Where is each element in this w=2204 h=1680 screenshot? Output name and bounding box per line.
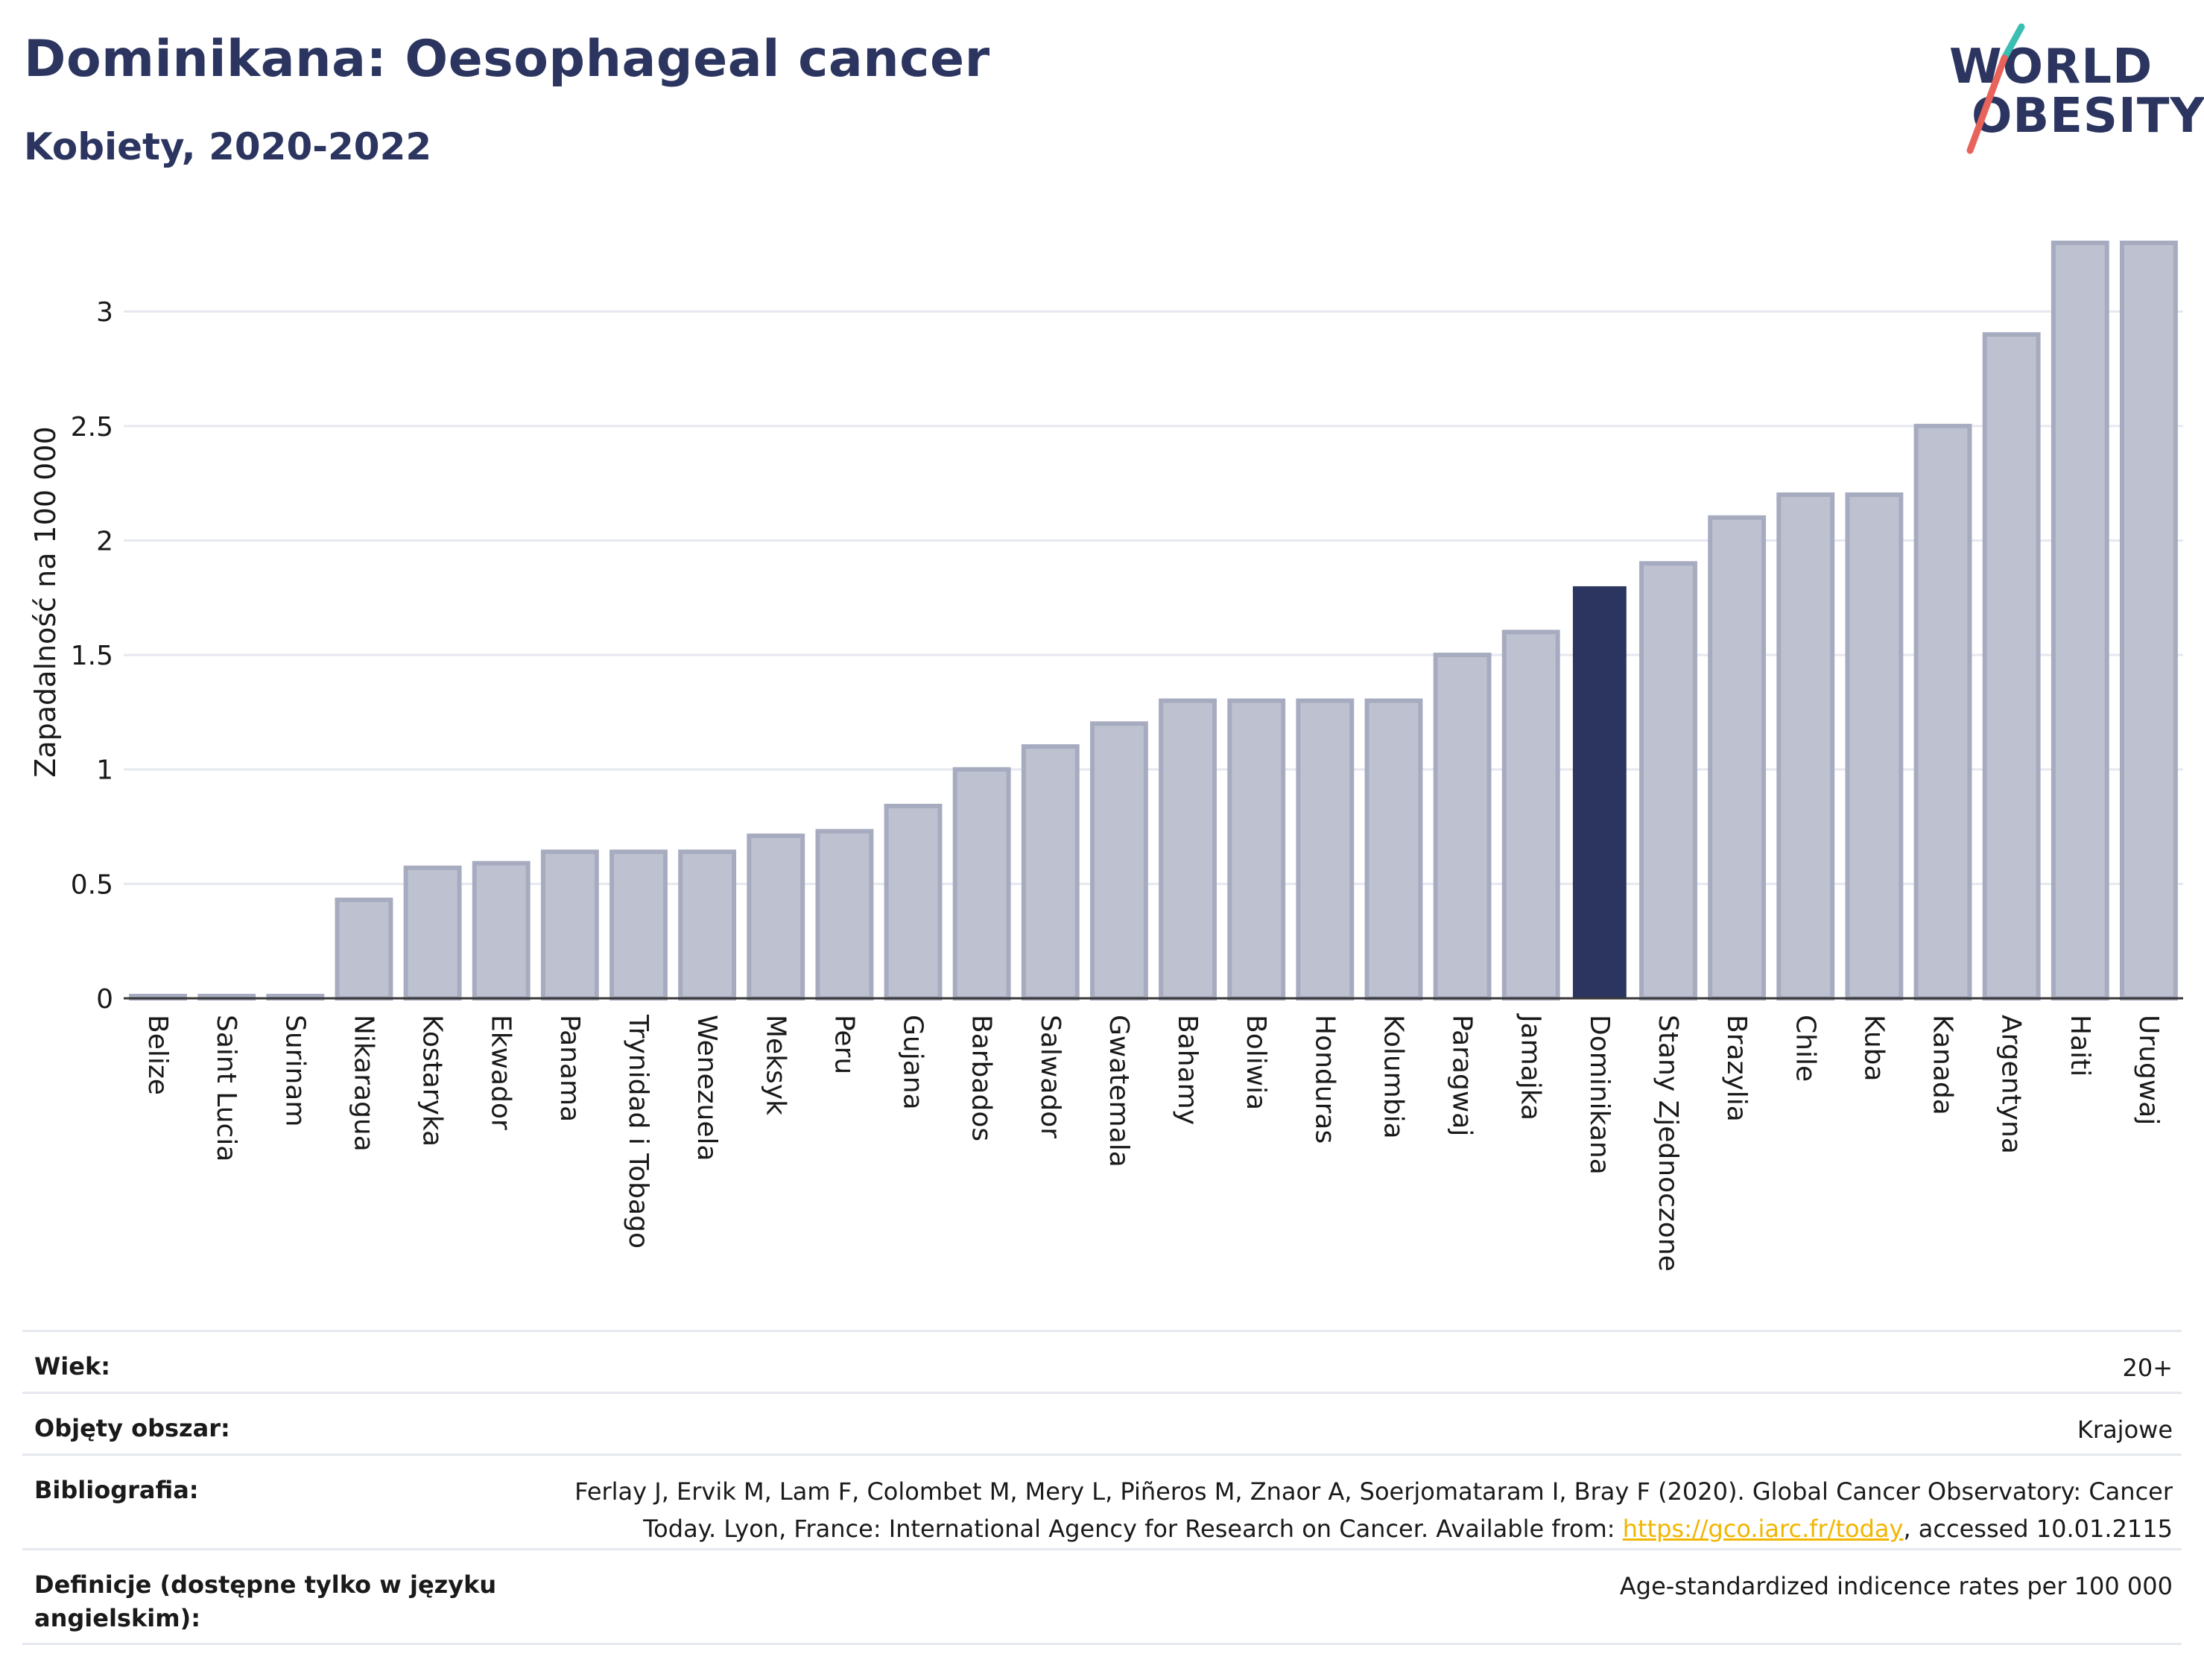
bar-boliwia [1227, 698, 1286, 1001]
bibliography-value: Ferlay J, Ervik M, Lam F, Colombet M, Me… [574, 1456, 2182, 1547]
bar-gwatemala [1090, 721, 1148, 1001]
bar-chile [1776, 492, 1835, 1001]
bar-peru [815, 828, 874, 1001]
y-tick-label: 1.5 [71, 641, 113, 671]
x-tick-label: Urugwaj [2133, 1015, 2164, 1125]
meta-row-bibliography: Bibliografia: Ferlay J, Ervik M, Lam F, … [22, 1454, 2182, 1548]
x-tick-label: Brazylia [1721, 1015, 1752, 1122]
bar-haiti [2051, 241, 2109, 1001]
x-tick-label: Kostaryka [417, 1015, 448, 1147]
bibliography-line-1: Ferlay J, Ervik M, Lam F, Colombet M, Me… [574, 1477, 2173, 1506]
area-value: Krajowe [2077, 1416, 2173, 1444]
x-tick-label: Wenezuela [691, 1015, 722, 1161]
bar-barbados [952, 767, 1011, 1001]
age-label: Wiek: [34, 1352, 111, 1381]
bar-urugwaj [2120, 241, 2178, 1001]
x-tick-label: Argentyna [1996, 1015, 2027, 1154]
bar-nikaragua [335, 897, 393, 1001]
x-tick-label: Chile [1790, 1015, 1820, 1082]
y-tick-label: 0.5 [71, 869, 113, 900]
grid-lines [124, 310, 2183, 885]
meta-row-definitions: Definicje (dostępne tylko w języku angie… [22, 1548, 2182, 1645]
bar-kolumbia [1364, 698, 1423, 1001]
bar-argentyna [1982, 332, 2041, 1001]
bar-kostaryka [403, 865, 462, 1001]
x-tick-label: Gujana [898, 1015, 928, 1110]
x-tick-label: Honduras [1309, 1015, 1340, 1144]
x-tick-label: Peru [829, 1015, 859, 1074]
bar-panama [540, 849, 599, 1001]
bar-chart: 0 0.5 1 1.5 2 2.5 3 Zapadalność na 100 000 Beliz… [29, 241, 2183, 1272]
gco-link[interactable]: https://gco.iarc.fr/today [1622, 1514, 1904, 1543]
x-tick-label: Surinam [279, 1015, 310, 1126]
x-tick-label: Barbados [966, 1015, 997, 1141]
bars [129, 241, 2178, 1001]
bar-ekwador [472, 860, 531, 1001]
x-tick-label: Trynidad i Tobago [623, 1014, 653, 1249]
bar-meksyk [747, 833, 805, 1001]
y-tick-label: 2.5 [71, 412, 113, 443]
x-tick-label: Belize [142, 1015, 173, 1095]
x-tick-label: Bahamy [1172, 1015, 1203, 1125]
x-tick-label: Meksyk [760, 1015, 791, 1115]
bar-wenezuela [678, 849, 737, 1001]
x-tick-label: Nikaragua [348, 1015, 379, 1152]
definitions-label: Definicje (dostępne tylko w języku angie… [34, 1570, 497, 1632]
world-obesity-logo: WORLD OBESITY [1937, 22, 2204, 156]
x-tick-label: Stany Zjednoczone [1653, 1015, 1683, 1272]
x-tick-label: Kolumbia [1378, 1015, 1408, 1139]
bar-dominikana [1572, 586, 1627, 998]
axes: 0 0.5 1 1.5 2 2.5 3 Zapadalność na 100 000 Beliz… [29, 297, 2183, 1272]
bar-jamajka [1501, 630, 1560, 1001]
bar-bahamy [1159, 698, 1217, 1001]
y-tick-label: 2 [96, 526, 113, 557]
x-tick-label: Jamajka [1516, 1013, 1546, 1120]
bar-honduras [1296, 698, 1355, 1001]
y-tick-label: 1 [96, 755, 113, 786]
x-tick-label: Kanada [1928, 1015, 1958, 1115]
logo-line-1: WORLD [1949, 39, 2153, 95]
bar-brazylia [1708, 515, 1767, 1001]
definitions-value: Age-standardized indicence rates per 100… [1619, 1572, 2173, 1600]
bar-paragwaj [1433, 653, 1492, 1001]
x-tick-label: Kuba [1858, 1015, 1889, 1082]
bibliography-line-2: Today. Lyon, France: International Agenc… [643, 1514, 1623, 1543]
x-tick-label: Haiti [2065, 1015, 2095, 1077]
y-tick-label: 0 [96, 984, 113, 1015]
x-tick-label: Saint Lucia [211, 1015, 241, 1161]
bar-trynidad-i-tobago [609, 849, 668, 1001]
age-value: 20+ [2122, 1354, 2173, 1382]
bar-stany-zjednoczone [1639, 561, 1697, 1001]
meta-row-area: Objęty obszar: Krajowe [22, 1392, 2182, 1454]
bar-salwador [1021, 744, 1080, 1001]
y-axis-title: Zapadalność na 100 000 [29, 426, 62, 777]
bibliography-accessed: , accessed 10.01.2115 [1903, 1514, 2173, 1543]
bar-kuba [1845, 492, 1904, 1001]
y-tick-label: 3 [96, 297, 113, 328]
metadata-table: Wiek: 20+ Objęty obszar: Krajowe Bibliog… [22, 1330, 2182, 1645]
chart-title: Dominikana: Oesophageal cancer [24, 30, 990, 89]
x-tick-label: Salwador [1035, 1015, 1065, 1138]
logo-slash-icon [1966, 23, 2025, 154]
logo-line-2: OBESITY [1972, 89, 2204, 144]
x-tick-label: Boliwia [1241, 1015, 1271, 1110]
x-tick-label: Paragwaj [1447, 1015, 1478, 1136]
chart-subtitle: Kobiety, 2020-2022 [24, 125, 432, 168]
meta-row-age: Wiek: 20+ [22, 1330, 2182, 1392]
x-tick-label: Gwatemala [1103, 1015, 1134, 1167]
x-tick-label: Panama [554, 1015, 585, 1122]
bar-kanada [1913, 423, 1972, 1001]
bibliography-label: Bibliografia: [34, 1476, 199, 1504]
x-tick-label: Ekwador [486, 1015, 516, 1130]
x-tick-label: Dominikana [1584, 1015, 1615, 1175]
bar-gujana [884, 803, 943, 1001]
area-label: Objęty obszar: [34, 1414, 230, 1442]
